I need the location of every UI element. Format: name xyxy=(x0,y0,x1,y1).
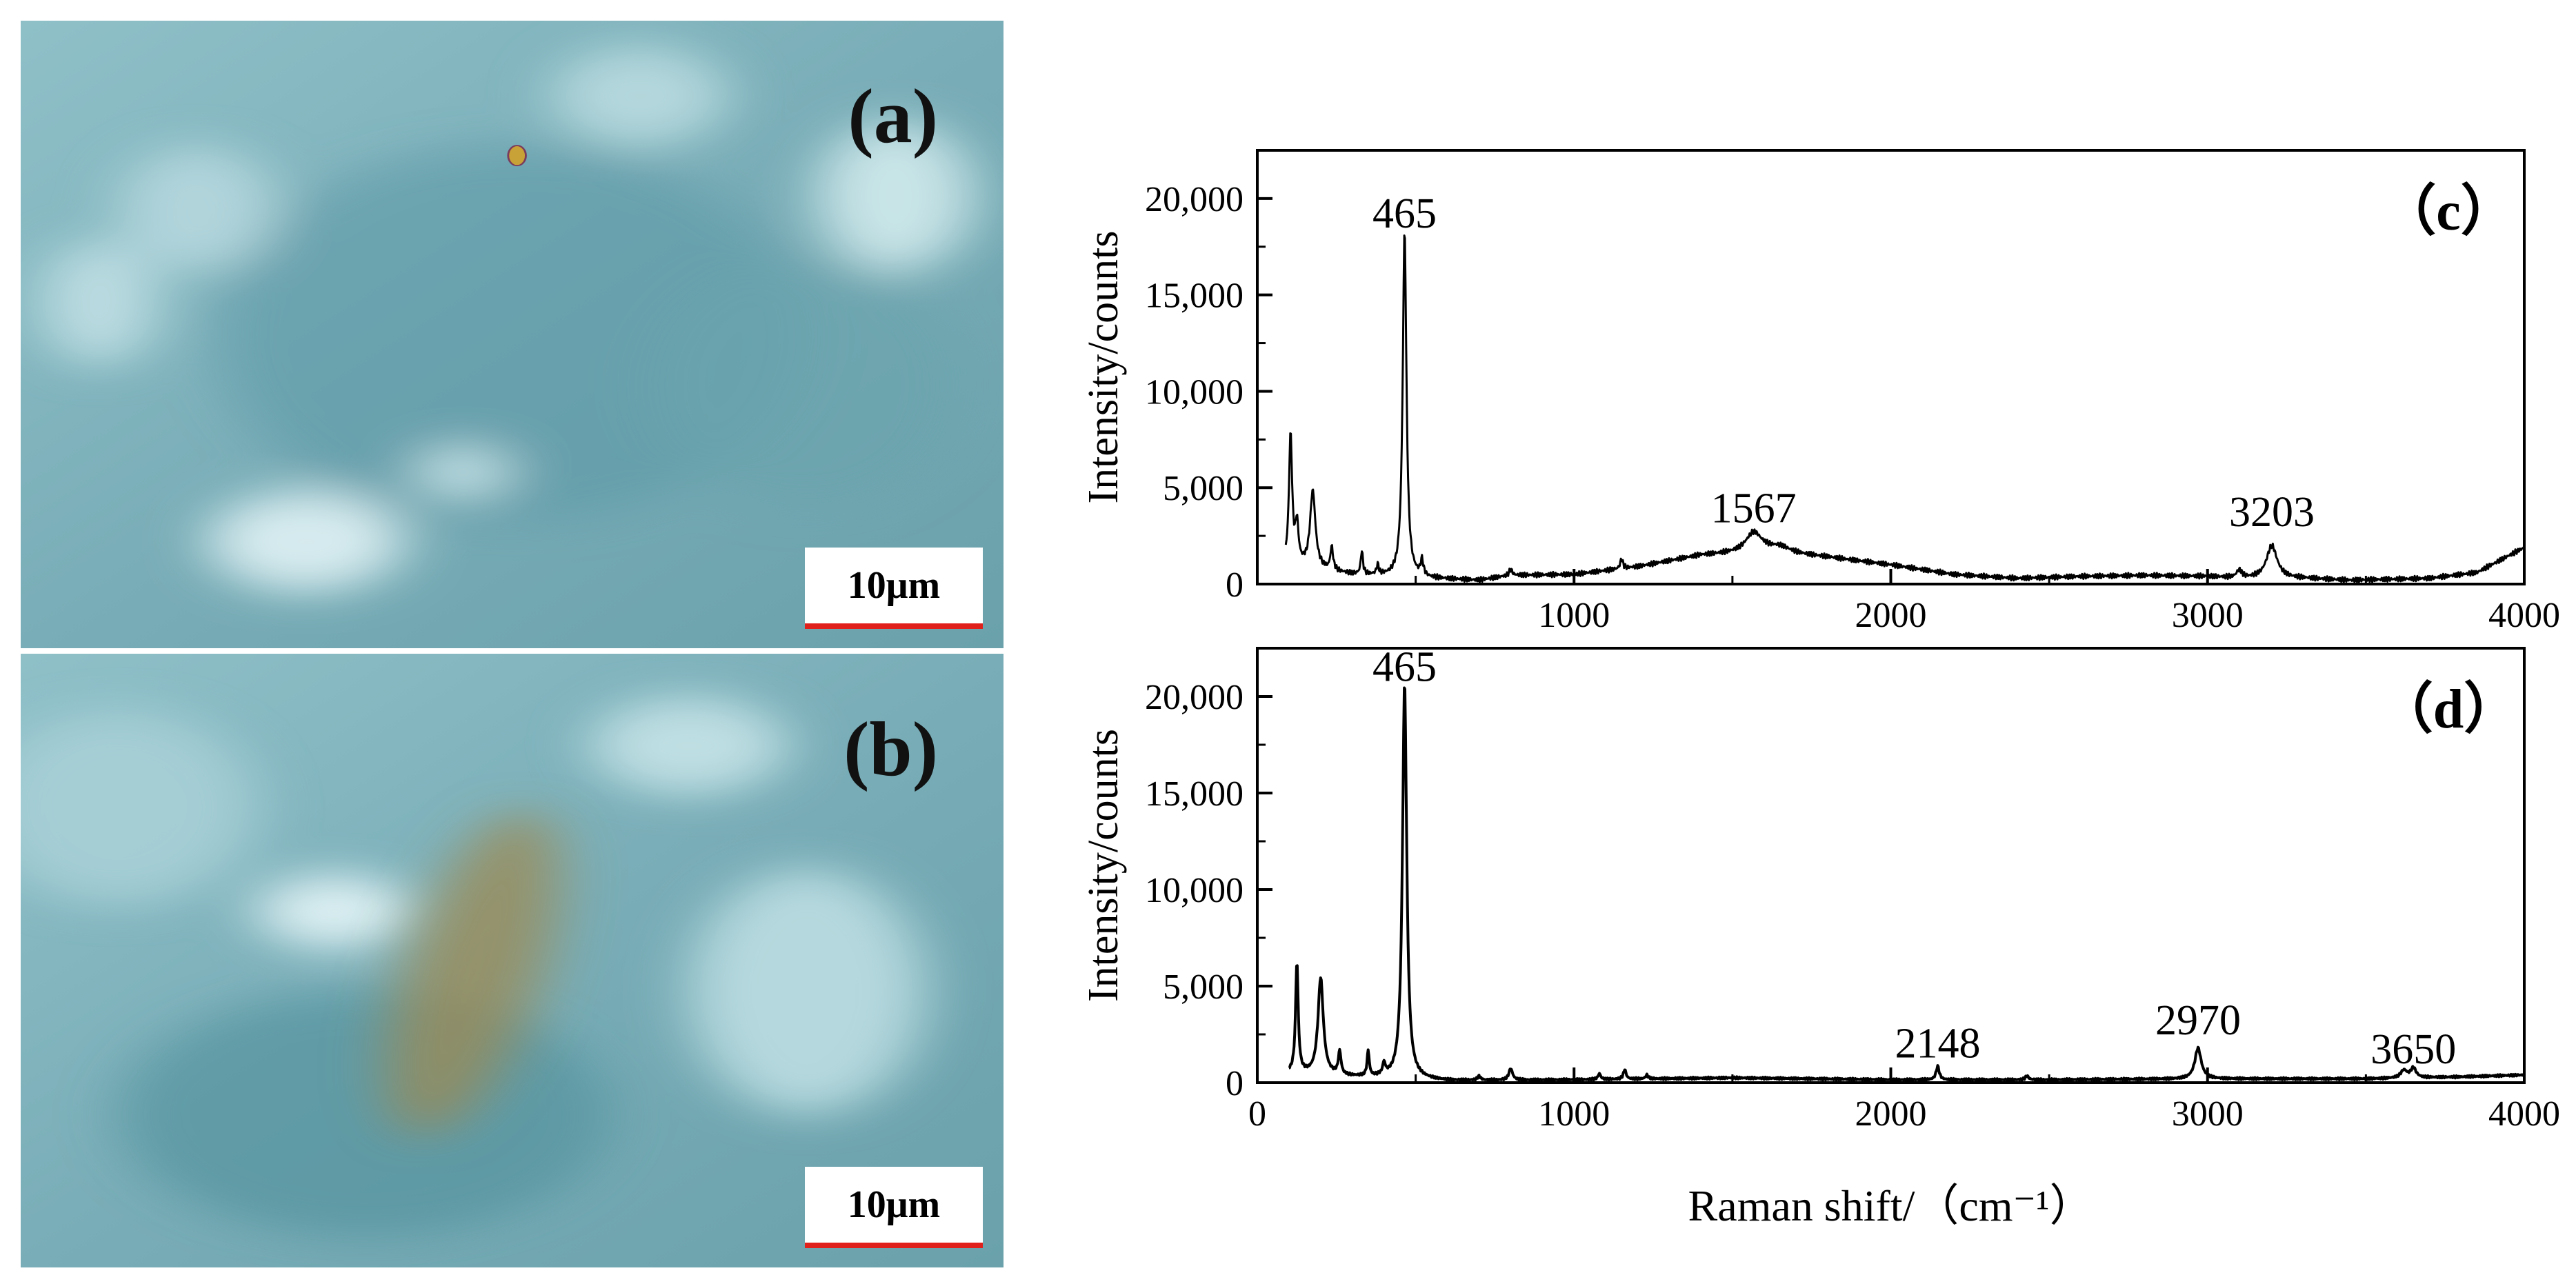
spectrum-panel-d: 0 5,000 10,000 15,000 20,000 0 1000 2000 3000 400… xyxy=(1080,644,2560,1230)
x-tick-label: 4000 xyxy=(2488,596,2560,635)
micrograph-crystal xyxy=(817,121,975,272)
peak-label: 2148 xyxy=(1895,1021,1980,1067)
y-tick-label: 5,000 xyxy=(1163,967,1244,1007)
x-tick-label: 3000 xyxy=(2172,596,2244,635)
peak-label: 3203 xyxy=(2229,489,2315,536)
y-tick-label: 15,000 xyxy=(1145,774,1244,814)
y-tick-label: 0 xyxy=(1226,1064,1244,1103)
y-axis-label: Intensity/counts xyxy=(1080,230,1127,503)
x-tick-label: 1000 xyxy=(1538,1094,1610,1134)
micrograph-crystal xyxy=(257,874,414,949)
x-tick-label: 2000 xyxy=(1855,1094,1927,1134)
peak-label: 3650 xyxy=(2370,1026,2456,1073)
peak-label: 465 xyxy=(1372,644,1437,691)
spectrum-panel-c: 0 5,000 10,000 15,000 20,000 1000 2000 3000 4000… xyxy=(1080,149,2560,635)
panel-label-a: (a) xyxy=(848,74,938,159)
micrograph-features xyxy=(40,46,975,592)
y-tick-label: 20,000 xyxy=(1145,180,1244,219)
micrograph-crystal xyxy=(21,709,257,905)
y-tick-label: 0 xyxy=(1226,565,1244,605)
y-tick-label: 5,000 xyxy=(1163,469,1244,508)
plot-frame xyxy=(1256,149,2526,585)
inclusion-blob xyxy=(386,810,560,1136)
micrograph-crystal xyxy=(551,46,728,146)
inclusion-speck xyxy=(507,145,527,167)
panel-label: （c） xyxy=(2381,181,2516,242)
micrograph-b-texture xyxy=(21,654,1004,1267)
micrograph-b: (b) 10μm xyxy=(21,654,1004,1267)
x-tick-label: 2000 xyxy=(1855,596,1927,635)
x-tick-label: 0 xyxy=(1248,1094,1266,1134)
spectrum-line xyxy=(1284,234,2525,583)
scale-bar-a: 10μm xyxy=(805,548,983,629)
y-tick-label: 20,000 xyxy=(1145,678,1244,717)
micrograph-a: (a) 10μm xyxy=(21,21,1004,648)
peak-label: 1567 xyxy=(1711,485,1797,532)
micrograph-crystal xyxy=(207,491,404,592)
panel-label-b: (b) xyxy=(843,707,938,792)
micrograph-crystal xyxy=(590,696,788,795)
x-axis-label: Raman shift/（cm⁻¹） xyxy=(1688,1181,2094,1230)
y-tick-label: 15,000 xyxy=(1145,277,1244,316)
micrograph-crystal xyxy=(119,146,277,272)
panel-label: （d） xyxy=(2378,679,2519,740)
spectrum-line xyxy=(1288,686,2526,1083)
micrograph-crystal xyxy=(40,240,159,366)
micrograph-crystal xyxy=(413,447,512,498)
scale-bar-b: 10μm xyxy=(805,1167,983,1248)
micrograph-shade xyxy=(650,259,964,510)
micrograph-shade xyxy=(217,146,807,523)
x-tick-label: 3000 xyxy=(2172,1094,2244,1134)
x-tick-label: 4000 xyxy=(2488,1094,2560,1134)
y-tick-label: 10,000 xyxy=(1145,871,1244,910)
y-axis-label: Intensity/counts xyxy=(1080,729,1127,1002)
x-tick-label: 1000 xyxy=(1538,596,1610,635)
peak-label: 465 xyxy=(1372,190,1437,237)
micrograph-crystal xyxy=(689,868,925,1114)
peak-label: 2970 xyxy=(2155,997,2241,1044)
y-tick-label: 10,000 xyxy=(1145,372,1244,412)
micrograph-a-texture xyxy=(21,21,1004,648)
plot-frame xyxy=(1256,647,2526,1084)
